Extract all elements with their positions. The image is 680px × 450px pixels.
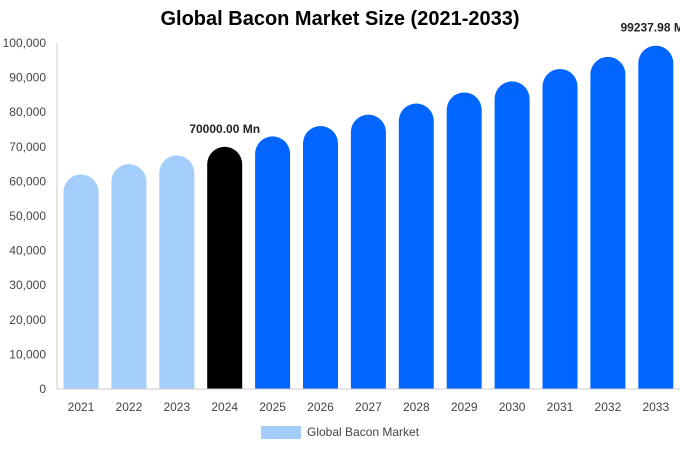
legend-swatch: [261, 425, 301, 439]
bar-2032[interactable]: [590, 56, 626, 389]
y-tick-label: 100,000: [3, 36, 47, 50]
x-tick-label: 2021: [68, 400, 95, 414]
x-tick-label: 2028: [403, 400, 430, 414]
x-tick-label: 2026: [307, 400, 334, 414]
data-label-2033: 99237.98 Mn: [620, 21, 680, 35]
x-tick-label: 2023: [163, 400, 190, 414]
y-tick-label: 70,000: [9, 140, 46, 154]
y-tick-label: 80,000: [9, 105, 46, 119]
x-tick-label: 2025: [259, 400, 286, 414]
bar-2022[interactable]: [111, 164, 147, 389]
legend[interactable]: Global Bacon Market: [261, 425, 419, 439]
data-labels-group: 70000.00 Mn 99237.98 Mn: [189, 21, 680, 136]
x-tick-label: 2032: [595, 400, 622, 414]
y-tick-label: 60,000: [9, 174, 46, 188]
y-tick-label: 50,000: [9, 209, 46, 223]
y-axis: 0 10,000 20,000 30,000 40,000 50,000 60,000 70,…: [3, 36, 58, 396]
x-tick-label: 2029: [451, 400, 478, 414]
y-tick-label: 30,000: [9, 278, 46, 292]
bar-2025[interactable]: [255, 136, 291, 389]
bar-2023[interactable]: [159, 155, 195, 389]
y-tick-label: 40,000: [9, 244, 46, 258]
y-tick-label: 20,000: [9, 313, 46, 327]
bar-2027[interactable]: [350, 114, 386, 389]
bar-2021[interactable]: [63, 174, 99, 389]
bars-group: [63, 45, 674, 390]
x-tick-label: 2027: [355, 400, 382, 414]
y-tick-label: 10,000: [9, 347, 46, 361]
x-tick-label: 2031: [547, 400, 574, 414]
y-tick-label: 0: [39, 382, 46, 396]
bar-2033[interactable]: [638, 45, 674, 389]
bar-2030[interactable]: [494, 81, 530, 389]
data-label-2024: 70000.00 Mn: [189, 122, 260, 136]
x-axis: 2021 2022 2023 2024 2025 2026 2027 2028 2029 2030…: [57, 388, 680, 414]
y-tick-label: 90,000: [9, 71, 46, 85]
bar-2029[interactable]: [446, 92, 482, 390]
legend-label: Global Bacon Market: [307, 425, 420, 439]
x-tick-label: 2022: [116, 400, 143, 414]
bar-2026[interactable]: [303, 126, 338, 389]
bar-2024[interactable]: [207, 146, 243, 389]
bar-2028[interactable]: [398, 103, 434, 390]
x-tick-label: 2030: [499, 400, 526, 414]
x-tick-label: 2033: [642, 400, 669, 414]
bar-2031[interactable]: [542, 68, 578, 389]
chart-title: Global Bacon Market Size (2021-2033): [160, 8, 520, 30]
x-tick-label: 2024: [211, 400, 238, 414]
